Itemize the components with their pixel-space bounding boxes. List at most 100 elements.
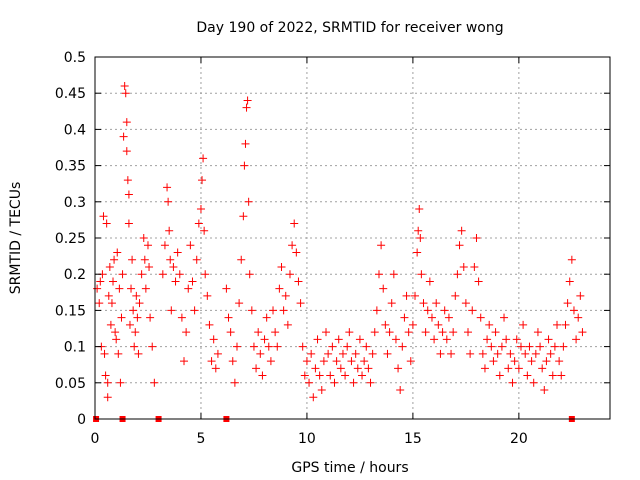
x-tick-label: 10 [298,431,316,447]
data-point [235,299,244,308]
y-tick-label: 0.5 [64,50,86,66]
data-point [478,349,487,358]
data-point [419,299,428,308]
data-point [124,219,133,228]
data-point [245,270,254,279]
data-point [102,219,111,228]
data-point [288,241,297,250]
data-point [116,378,125,387]
data-point [536,342,545,351]
data-point [502,335,511,344]
y-tick-label: 0 [77,412,86,428]
y-tick-label: 0.3 [64,195,86,211]
data-point [402,291,411,300]
grid-layer [95,57,610,419]
data-point [247,306,256,315]
data-point [497,342,506,351]
data-point [171,277,180,286]
data-point [533,328,542,337]
data-point [275,284,284,293]
data-point [254,328,263,337]
data-point [542,357,551,366]
data-point [383,349,392,358]
data-point [574,313,583,322]
data-point [165,226,174,235]
data-point [423,306,432,315]
data-point [368,349,377,358]
data-point [96,277,105,286]
data-point [201,270,210,279]
data-point [93,284,102,293]
data-point [425,277,434,286]
points-layer [93,81,587,422]
y-tick-label: 0.45 [55,86,86,102]
data-point [512,335,521,344]
data-point [190,306,199,315]
data-point [300,371,309,380]
data-point [260,335,269,344]
data-point [119,132,128,141]
data-point [330,378,339,387]
y-tick-label: 0.05 [55,376,86,392]
data-point [406,357,415,366]
data-point [132,291,141,300]
data-point [341,371,350,380]
data-point [416,234,425,242]
data-point [262,313,271,322]
data-point [109,277,118,286]
data-point [550,342,559,351]
data-point [112,335,121,344]
data-point [483,335,492,344]
data-point [249,342,258,351]
data-point [415,205,424,214]
data-point [241,139,250,148]
data-point [222,284,231,293]
data-point [311,364,320,373]
data-point [355,335,364,344]
data-point [101,371,110,380]
data-point [252,364,261,373]
data-point [565,277,574,286]
data-point [561,320,570,329]
data-point [285,270,294,279]
data-point [434,320,443,329]
data-point [455,241,464,250]
data-point [264,342,273,351]
data-point [166,255,175,264]
data-point [436,349,445,358]
data-point [184,284,193,293]
data-point [242,103,251,112]
data-point [334,335,343,344]
data-point [290,219,299,228]
data-point [186,241,195,250]
data-point [508,378,517,387]
data-point [387,299,396,308]
data-point [175,270,184,279]
data-point [100,349,109,358]
data-point [143,241,152,250]
data-point [567,255,576,264]
data-point [519,320,528,329]
data-point [489,357,498,366]
data-point [117,313,126,322]
data-point [137,270,146,279]
data-point [451,291,460,300]
data-point [139,234,148,242]
x-tick-label: 15 [404,431,422,447]
data-point [148,342,157,351]
data-point [548,371,557,380]
data-point [466,349,475,358]
data-point [244,197,253,206]
data-point [317,386,326,395]
data-point [128,255,137,264]
data-point [167,306,176,315]
data-point [192,255,201,264]
data-point [319,357,328,366]
data-point [553,320,562,329]
data-point [135,299,144,308]
data-point [563,299,572,308]
y-tick-label: 0.2 [64,267,86,283]
data-point [230,378,239,387]
data-point [124,190,133,199]
data-point [114,349,123,358]
